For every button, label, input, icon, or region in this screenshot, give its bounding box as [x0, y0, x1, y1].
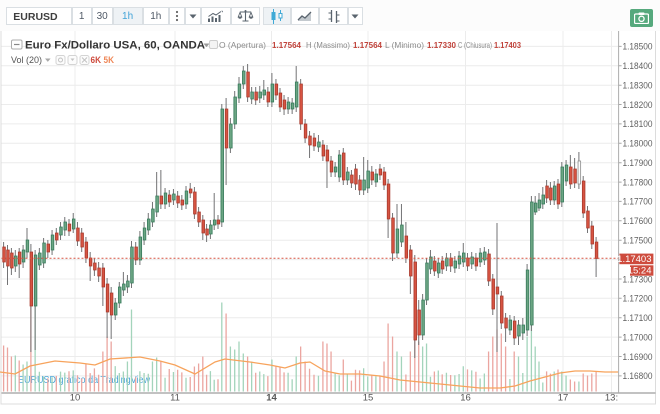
svg-text:1.17000: 1.17000: [623, 332, 653, 343]
svg-text:13:: 13:: [605, 393, 618, 404]
svg-text:1.17330: 1.17330: [427, 40, 456, 50]
svg-text:C (Chiusura): C (Chiusura): [458, 40, 492, 50]
svg-text:1.16900: 1.16900: [623, 352, 653, 363]
svg-text:1.17403: 1.17403: [494, 40, 521, 50]
svg-text:1.18000: 1.18000: [623, 139, 653, 150]
svg-text:Vol (20): Vol (20): [11, 55, 42, 66]
svg-text:6K: 6K: [91, 55, 102, 66]
svg-text:15:24: 15:24: [628, 266, 652, 277]
svg-text:1.17100: 1.17100: [623, 313, 653, 324]
svg-text:1.17500: 1.17500: [623, 236, 653, 247]
svg-text:1.18100: 1.18100: [623, 119, 653, 130]
svg-text:1.18500: 1.18500: [623, 42, 653, 53]
svg-text:1.17900: 1.17900: [623, 158, 653, 169]
svg-text:1.18200: 1.18200: [623, 100, 653, 111]
svg-text:1.16800: 1.16800: [623, 371, 653, 382]
svg-text:L (Minimo): L (Minimo): [385, 40, 424, 50]
svg-text:1.17300: 1.17300: [623, 274, 653, 285]
svg-text:1.17600: 1.17600: [623, 216, 653, 227]
svg-text:H (Massimo): H (Massimo): [306, 40, 350, 50]
svg-text:16: 16: [460, 393, 471, 404]
svg-text:1.17564: 1.17564: [353, 40, 382, 50]
svg-text:14: 14: [266, 393, 277, 404]
svg-text:1.18400: 1.18400: [623, 61, 653, 72]
svg-text:EURUSD grafico da TradingView: EURUSD grafico da TradingView: [18, 374, 150, 386]
svg-text:1.17800: 1.17800: [623, 177, 653, 188]
svg-text:17: 17: [558, 393, 569, 404]
svg-text:1.17700: 1.17700: [623, 197, 653, 208]
svg-text:11: 11: [170, 393, 180, 404]
svg-text:10: 10: [70, 393, 81, 404]
svg-text:15: 15: [363, 393, 374, 404]
svg-text:1.17564: 1.17564: [272, 40, 301, 50]
svg-text:1.18300: 1.18300: [623, 81, 653, 92]
svg-text:1.17403: 1.17403: [617, 254, 651, 265]
svg-text:1.17200: 1.17200: [623, 294, 653, 305]
svg-text:O (Apertura): O (Apertura): [219, 40, 266, 50]
svg-text:Euro Fx/Dollaro USA, 60, OANDA: Euro Fx/Dollaro USA, 60, OANDA: [25, 40, 205, 52]
svg-text:5K: 5K: [104, 55, 115, 66]
